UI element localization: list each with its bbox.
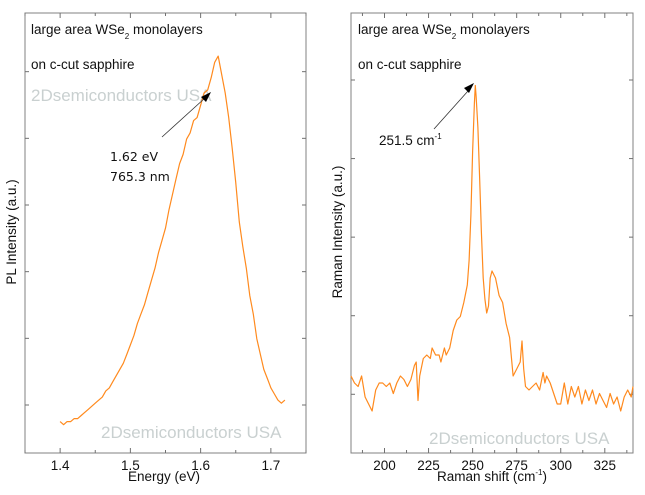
raman-sample-label-rest: monolayers [456,22,530,37]
pl-peak-wavelength-label: 765.3 nm [110,169,170,184]
pl-sample-label-line1: large area WSe2 monolayers [31,22,203,41]
pl-substrate-label: on c-cut sapphire [31,57,135,72]
raman-plot-frame [350,12,634,454]
raman-x-tick-label: 250 [461,458,484,473]
pl-chart: 1.4 1.5 1.6 1.7 2Dsemiconductors USA 2Dsemi… [4,12,307,484]
raman-x-tick-label: 300 [549,458,572,473]
raman-peak-value: 251.5 cm [379,133,435,148]
raman-x-tick-label: 275 [505,458,528,473]
pl-x-tick-label: 1.5 [121,458,140,473]
raman-peak-arrow-line [433,90,469,130]
raman-x-tick-label: 225 [417,458,440,473]
pl-x-axis-label: Energy (eV) [128,469,200,484]
raman-x-axis-label-end: ) [542,469,547,484]
pl-ticks [24,13,307,453]
raman-peak-unit-sup: -1 [435,132,443,141]
pl-x-tick-label: 1.7 [261,458,280,473]
raman-x-tick-label: 325 [594,458,617,473]
raman-chart: 200 225 250 275 300 325 2Dsemiconductors USA … [330,12,634,484]
raman-series-line [350,84,634,412]
pl-peak-arrow-head [201,92,211,102]
raman-watermark-bottom: 2Dsemiconductors USA [429,429,610,448]
pl-sample-label-main: large area WSe [31,22,125,37]
pl-x-tick-label: 1.6 [191,458,210,473]
raman-sample-label-sub: 2 [452,32,457,41]
pl-y-axis-label: PL Intensity (a.u.) [4,179,19,284]
raman-ticks [351,13,633,453]
raman-x-axis-label-main: Raman shift (cm [437,469,535,484]
pl-plot-frame [24,12,307,454]
raman-sample-label-line1: large area WSe2 monolayers [358,22,530,41]
raman-x-tick-labels: 200 225 250 275 300 325 [373,458,616,473]
pl-watermark-top: 2Dsemiconductors USA [31,86,212,105]
raman-x-axis-label-sup: -1 [535,468,543,477]
raman-sample-label-main: large area WSe [358,22,452,37]
pl-sample-label-rest: monolayers [129,22,203,37]
raman-substrate-label: on c-cut sapphire [358,57,462,72]
pl-x-tick-label: 1.4 [51,458,70,473]
pl-series-line [59,55,286,426]
pl-x-tick-labels: 1.4 1.5 1.6 1.7 [51,458,281,473]
pl-peak-arrow-line [161,97,206,138]
raman-x-tick-label: 200 [373,458,396,473]
raman-peak-label: 251.5 cm-1 [379,132,442,148]
pl-peak-energy-label: 1.62 eV [110,149,158,164]
raman-x-axis-label: Raman shift (cm-1) [437,468,547,484]
raman-peak-arrow-head [464,83,474,93]
pl-watermark-bottom: 2Dsemiconductors USA [101,423,282,442]
pl-sample-label-sub: 2 [125,32,130,41]
raman-y-axis-label: Raman Intensity (a.u.) [330,166,345,299]
